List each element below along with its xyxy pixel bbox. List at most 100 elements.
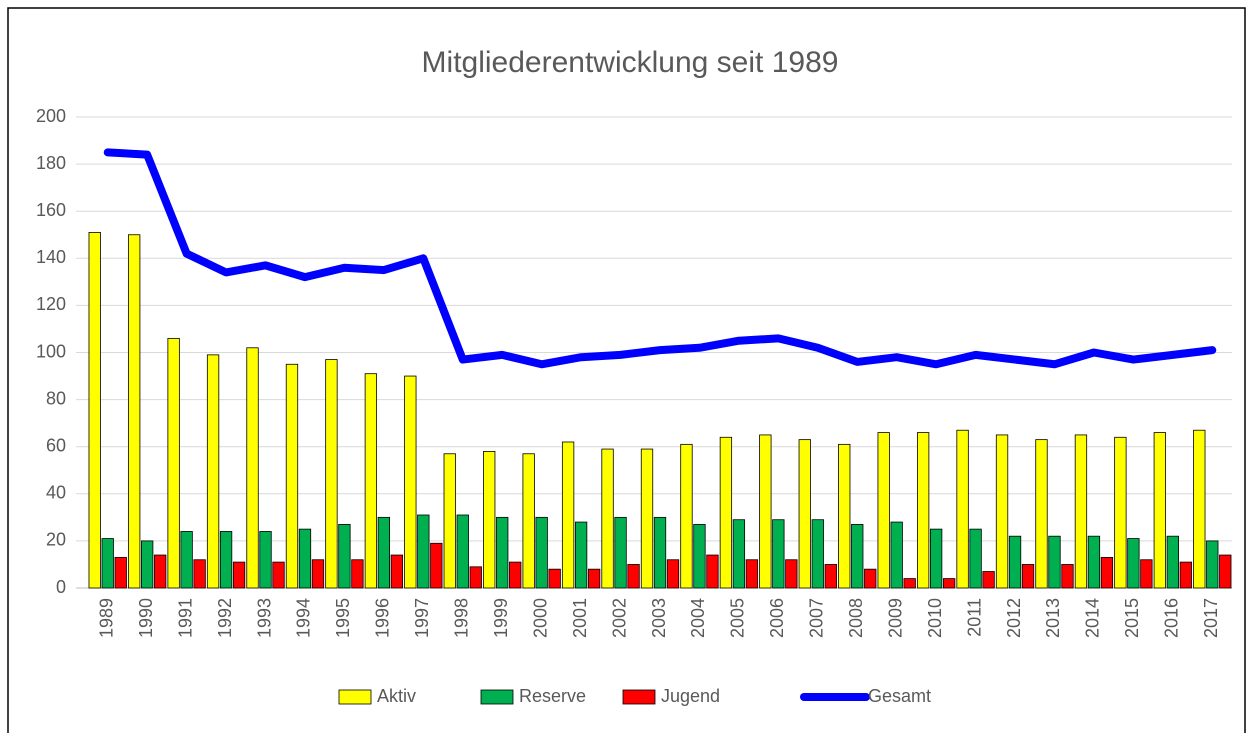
y-tick-label: 120 bbox=[36, 294, 66, 314]
bar bbox=[548, 568, 561, 589]
bar bbox=[364, 373, 378, 589]
x-tick-label: 2012 bbox=[1004, 598, 1024, 638]
bar bbox=[167, 337, 180, 589]
bar bbox=[1179, 561, 1192, 589]
bar bbox=[193, 559, 206, 589]
x-tick-label: 2017 bbox=[1201, 598, 1221, 638]
bar bbox=[1021, 564, 1035, 589]
y-tick-label: 100 bbox=[36, 341, 66, 361]
bar bbox=[942, 578, 956, 589]
bar bbox=[929, 528, 943, 589]
x-tick-label: 1997 bbox=[412, 598, 432, 638]
x-tick-label: 2008 bbox=[846, 598, 866, 638]
bar bbox=[325, 359, 338, 589]
x-tick-label: 1996 bbox=[373, 598, 393, 638]
x-tick-label: 2015 bbox=[1122, 598, 1142, 638]
bar bbox=[640, 448, 654, 589]
bar bbox=[956, 429, 969, 589]
bar bbox=[798, 439, 811, 589]
x-tick-label: 1989 bbox=[96, 598, 116, 638]
x-tick-label: 2000 bbox=[530, 598, 550, 638]
bar bbox=[430, 542, 443, 589]
bar bbox=[1140, 559, 1153, 589]
bar bbox=[759, 434, 772, 589]
bar bbox=[469, 566, 482, 589]
x-tick-label: 1992 bbox=[215, 598, 235, 638]
bar bbox=[390, 554, 404, 589]
bar bbox=[706, 554, 719, 589]
x-tick-label: 2007 bbox=[807, 598, 827, 638]
bar bbox=[772, 519, 785, 589]
bar bbox=[903, 578, 916, 589]
bar bbox=[535, 516, 548, 589]
x-tick-label: 2003 bbox=[649, 598, 669, 638]
bar bbox=[1008, 535, 1022, 589]
y-tick-label: 180 bbox=[36, 153, 66, 173]
bar bbox=[128, 234, 141, 589]
bar bbox=[101, 538, 114, 589]
legend-label: Jugend bbox=[661, 686, 720, 706]
bar bbox=[1061, 564, 1074, 589]
x-tick-label: 1994 bbox=[294, 598, 314, 638]
x-tick-label: 2001 bbox=[570, 598, 590, 638]
bar bbox=[338, 524, 351, 589]
bar bbox=[246, 347, 259, 589]
y-tick-label: 0 bbox=[56, 577, 66, 597]
x-tick-label: 2004 bbox=[688, 598, 708, 638]
legend-label: Reserve bbox=[519, 686, 586, 706]
bar bbox=[259, 531, 272, 589]
bar bbox=[351, 559, 364, 589]
y-tick-label: 80 bbox=[46, 388, 66, 408]
bar bbox=[509, 561, 522, 589]
bar bbox=[219, 531, 233, 589]
bar bbox=[1127, 538, 1140, 589]
bar bbox=[1035, 439, 1048, 589]
bar bbox=[232, 561, 246, 589]
bar bbox=[1100, 556, 1114, 589]
bar bbox=[311, 559, 325, 589]
y-tick-label: 20 bbox=[46, 530, 66, 550]
bar bbox=[522, 453, 535, 589]
bar bbox=[745, 559, 759, 589]
bar bbox=[587, 568, 601, 589]
bar bbox=[1166, 535, 1179, 589]
chart-title: Mitgliederentwicklung seit 1989 bbox=[422, 46, 839, 79]
x-tick-label: 2016 bbox=[1162, 598, 1182, 638]
bar bbox=[877, 432, 890, 589]
bar bbox=[483, 451, 496, 589]
bar bbox=[1219, 554, 1232, 589]
bar bbox=[864, 568, 877, 589]
bar bbox=[838, 443, 851, 589]
x-tick-label: 2011 bbox=[964, 598, 984, 637]
x-tick-label: 2013 bbox=[1043, 598, 1063, 638]
bar bbox=[377, 516, 391, 589]
bar bbox=[404, 375, 417, 589]
legend-label: Gesamt bbox=[868, 686, 931, 706]
bar bbox=[680, 443, 693, 589]
line bbox=[103, 148, 1217, 369]
x-tick-label: 2005 bbox=[728, 598, 748, 638]
bar bbox=[851, 524, 864, 589]
x-tick-label: 2010 bbox=[925, 598, 945, 638]
bar bbox=[456, 514, 469, 589]
bar bbox=[653, 516, 667, 589]
x-tick-label: 1995 bbox=[333, 598, 353, 638]
x-tick-label: 2006 bbox=[767, 598, 787, 638]
bar bbox=[206, 354, 220, 589]
x-tick-label: 1990 bbox=[136, 598, 156, 638]
bar bbox=[417, 514, 430, 589]
bar bbox=[443, 453, 456, 589]
bar bbox=[601, 448, 614, 589]
bar bbox=[1048, 535, 1061, 589]
x-tick-label: 1999 bbox=[491, 598, 511, 638]
legend-label: Aktiv bbox=[377, 686, 416, 706]
bar bbox=[890, 521, 903, 589]
bar bbox=[496, 516, 509, 589]
bar bbox=[1153, 432, 1166, 589]
bar bbox=[561, 441, 575, 589]
bar bbox=[719, 436, 733, 589]
bar bbox=[916, 432, 930, 589]
bar bbox=[298, 528, 312, 589]
x-tick-label: 2009 bbox=[885, 598, 905, 638]
bar bbox=[1114, 436, 1127, 589]
